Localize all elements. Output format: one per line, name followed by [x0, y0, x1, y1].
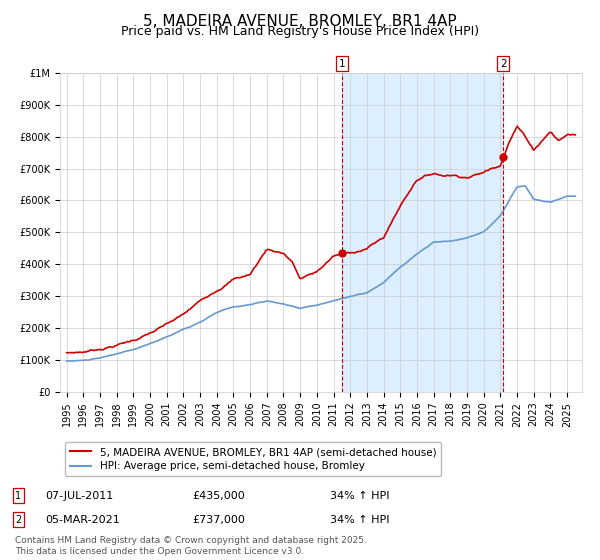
Text: 2: 2	[15, 515, 21, 525]
Text: 1: 1	[339, 59, 346, 69]
Text: Contains HM Land Registry data © Crown copyright and database right 2025.
This d: Contains HM Land Registry data © Crown c…	[15, 536, 367, 556]
Legend: 5, MADEIRA AVENUE, BROMLEY, BR1 4AP (semi-detached house), HPI: Average price, s: 5, MADEIRA AVENUE, BROMLEY, BR1 4AP (sem…	[65, 442, 442, 477]
Text: Price paid vs. HM Land Registry's House Price Index (HPI): Price paid vs. HM Land Registry's House …	[121, 25, 479, 38]
Text: £737,000: £737,000	[192, 515, 245, 525]
Text: £435,000: £435,000	[192, 491, 245, 501]
Text: 2: 2	[500, 59, 506, 69]
Text: 05-MAR-2021: 05-MAR-2021	[45, 515, 120, 525]
Text: 07-JUL-2011: 07-JUL-2011	[45, 491, 113, 501]
Text: 5, MADEIRA AVENUE, BROMLEY, BR1 4AP: 5, MADEIRA AVENUE, BROMLEY, BR1 4AP	[143, 14, 457, 29]
Text: 34% ↑ HPI: 34% ↑ HPI	[330, 515, 389, 525]
Bar	[342, 73, 503, 392]
Text: 1: 1	[15, 491, 21, 501]
Text: 34% ↑ HPI: 34% ↑ HPI	[330, 491, 389, 501]
